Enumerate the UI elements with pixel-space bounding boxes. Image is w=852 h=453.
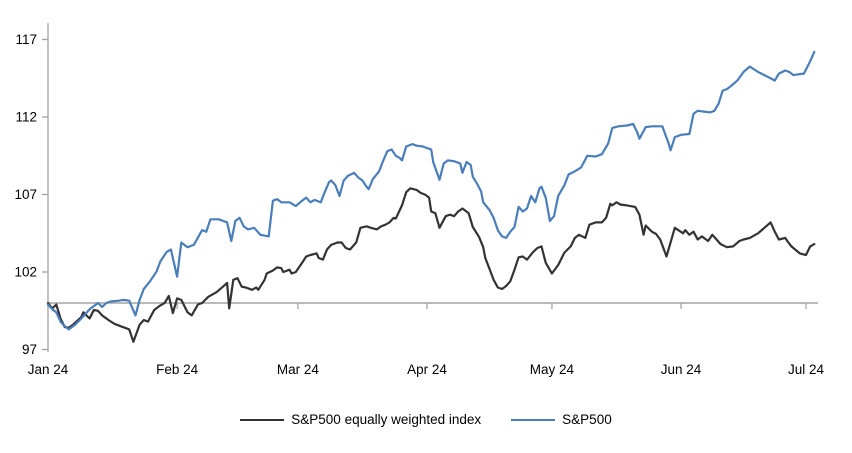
- x-tick-label: Feb 24: [156, 362, 199, 377]
- y-tick-label: 107: [14, 187, 37, 202]
- series-lines: [46, 50, 816, 343]
- y-tick-label: 102: [14, 265, 37, 280]
- y-tick-label: 112: [15, 110, 37, 125]
- x-tick-label: Jun 24: [661, 362, 702, 377]
- series-line-equal-weight: [46, 187, 816, 343]
- x-tick-label: Jul 24: [788, 362, 825, 377]
- x-tick-label: Apr 24: [407, 362, 447, 377]
- tick-labels: Jan 24 Feb 24 Mar 24 Apr 24 May 24 Jun 24 Jul …: [14, 32, 824, 377]
- axes: [42, 23, 807, 352]
- x-tick-label: Mar 24: [277, 362, 320, 377]
- legend-label-sp500: S&P500: [562, 412, 612, 427]
- legend-line-sp500-swatch: [511, 418, 556, 421]
- legend-label-equal-weight: S&P500 equally weighted index: [291, 412, 482, 427]
- series-line-sp500: [46, 50, 816, 331]
- chart-legend: S&P500 equally weighted index S&P500: [0, 412, 852, 427]
- x-tick-label: Jan 24: [28, 362, 69, 377]
- y-tick-label: 117: [15, 32, 37, 47]
- y-tick-label: 97: [22, 342, 37, 357]
- legend-line-equal-weight-swatch: [240, 418, 285, 421]
- x-tick-label: May 24: [530, 362, 575, 377]
